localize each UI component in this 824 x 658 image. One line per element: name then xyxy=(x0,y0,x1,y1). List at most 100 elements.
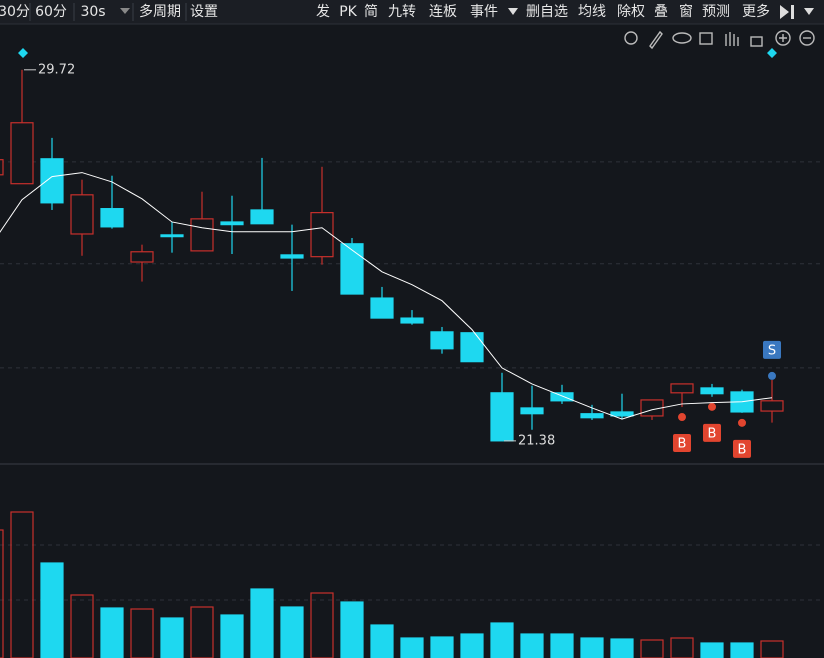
toolbar-button[interactable]: 连板 xyxy=(429,4,457,20)
candle-body xyxy=(160,234,184,238)
volume-bar xyxy=(610,638,634,658)
volume-bar xyxy=(130,608,154,658)
toolbar-button[interactable]: PK xyxy=(339,4,357,20)
candle-body xyxy=(220,221,244,226)
candle-body xyxy=(130,251,154,263)
signal-dot xyxy=(678,413,686,422)
tool-icons xyxy=(624,30,815,50)
candle-body xyxy=(70,194,94,235)
candle-body xyxy=(400,317,424,324)
candle-body xyxy=(700,387,724,395)
candle-body xyxy=(10,122,34,185)
volume-bar xyxy=(580,637,604,658)
signal-label: B xyxy=(678,437,687,452)
volume-bar xyxy=(160,617,184,658)
box-icon[interactable] xyxy=(699,32,713,45)
candle-body xyxy=(280,254,304,259)
toolbar-button[interactable]: 删自选 xyxy=(526,4,568,20)
candle-body xyxy=(520,407,544,415)
toolbar-button[interactable]: 窗 xyxy=(679,3,693,20)
volume-bar xyxy=(490,622,514,658)
toolbar-button[interactable]: 均线 xyxy=(578,4,606,20)
toolbar-button[interactable]: 设置 xyxy=(190,4,218,20)
eye-icon[interactable] xyxy=(672,32,692,44)
signal-dot xyxy=(708,402,716,411)
volume-bar xyxy=(400,637,424,658)
signal-label: B xyxy=(708,426,717,441)
toolbar-button[interactable]: 30分 xyxy=(0,4,30,20)
candle-body xyxy=(340,243,364,295)
signal-badge xyxy=(703,423,721,442)
candle-body xyxy=(580,413,604,419)
volume-bar xyxy=(640,639,664,658)
volume-bar xyxy=(460,633,484,658)
candle-body xyxy=(100,208,124,228)
signal-label: S xyxy=(768,343,776,358)
candle-body xyxy=(760,400,784,412)
volume-bar xyxy=(310,592,334,658)
toolbar-bg xyxy=(0,0,824,24)
signal-badge xyxy=(763,340,781,359)
range-marker xyxy=(18,48,777,58)
toolbar-button[interactable]: 叠 xyxy=(654,4,668,20)
settings-icon[interactable] xyxy=(624,31,638,45)
volume-bar xyxy=(250,588,274,658)
lock-icon[interactable] xyxy=(750,36,763,47)
volume-bar xyxy=(190,606,214,658)
candle-body xyxy=(190,218,214,252)
volume-bar xyxy=(550,633,574,658)
dropdown-arrow[interactable] xyxy=(804,8,814,15)
volume-bar xyxy=(730,642,754,658)
volume-bar xyxy=(430,636,454,658)
volume-bar xyxy=(10,511,34,658)
volume-bar xyxy=(0,529,4,658)
volume-bar xyxy=(340,601,364,658)
volume-bar xyxy=(220,614,244,658)
candle-body xyxy=(670,383,694,394)
toolbar-button[interactable]: 预测 xyxy=(702,4,730,20)
toolbar-button[interactable]: 事件 xyxy=(470,4,498,20)
toolbar-button[interactable]: 30s xyxy=(80,4,105,20)
signal-dot xyxy=(738,418,746,427)
signal-badge xyxy=(733,439,751,458)
zoom-out-icon[interactable] xyxy=(799,30,815,46)
zoom-in-icon[interactable] xyxy=(775,30,791,46)
signal-dot xyxy=(768,371,776,380)
toolbar-button[interactable]: 发 xyxy=(316,4,330,20)
zoom-in-plus xyxy=(779,34,787,42)
signal-badge xyxy=(673,434,691,453)
toolbar-button[interactable]: 多周期 xyxy=(139,3,181,20)
volume-bar xyxy=(280,606,304,658)
volume-bar xyxy=(700,642,724,658)
candle-body xyxy=(370,297,394,319)
dropdown-arrow[interactable] xyxy=(120,8,130,14)
candle-body xyxy=(550,392,574,402)
volume-bar xyxy=(70,594,94,658)
toolbar-button[interactable]: 除权 xyxy=(617,4,645,20)
candle-body xyxy=(40,158,64,204)
hand-icon[interactable] xyxy=(725,32,739,46)
signal-label: B xyxy=(738,442,747,457)
candle-body xyxy=(250,209,274,225)
draw-icon[interactable] xyxy=(649,30,663,50)
candle-body xyxy=(610,411,634,417)
candle-body xyxy=(0,159,4,176)
collapse-icon[interactable] xyxy=(780,5,794,19)
volume-bar xyxy=(520,633,544,658)
candle-body xyxy=(430,331,454,350)
toolbar-button[interactable]: 更多 xyxy=(742,3,770,20)
volume-bar xyxy=(40,562,64,658)
toolbar-button[interactable]: 简 xyxy=(364,3,378,20)
volume-bar xyxy=(670,637,694,658)
high-label: 29.72 xyxy=(38,62,75,77)
toolbar-button[interactable]: 九转 xyxy=(388,4,416,20)
candle-body xyxy=(460,332,484,363)
volume-bar xyxy=(100,607,124,658)
low-label: 21.38 xyxy=(518,433,555,448)
candle-body xyxy=(490,392,514,442)
candle-body xyxy=(310,212,334,258)
toolbar-button[interactable]: 60分 xyxy=(35,4,67,20)
dropdown-arrow[interactable] xyxy=(508,8,518,15)
volume-bar xyxy=(370,624,394,658)
volume-bar xyxy=(760,640,784,658)
